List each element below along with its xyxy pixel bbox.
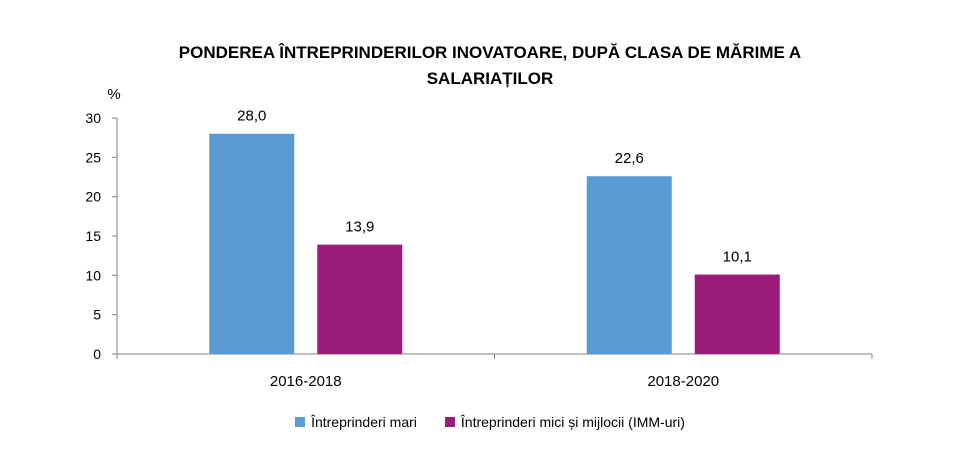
chart-title-line-2: SALARIAȚILOR — [426, 69, 554, 88]
legend: Întreprinderi mari Întreprinderi mici și… — [0, 414, 980, 430]
chart-title-line-1: PONDEREA ÎNTREPRINDERILOR INOVATOARE, DU… — [178, 43, 802, 62]
legend-swatch-sme — [444, 417, 455, 427]
y-tick-label-3: 15 — [85, 228, 101, 244]
bar-1-1 — [694, 274, 780, 354]
bar-0-1 — [317, 244, 403, 354]
legend-label-sme: Întreprinderi mici și mijlocii (IMM-uri) — [460, 414, 685, 430]
y-tick-label-6: 30 — [85, 110, 101, 126]
legend-item-sme: Întreprinderi mici și mijlocii (IMM-uri) — [444, 414, 685, 430]
bar-0-0 — [209, 133, 295, 354]
chart-title: PONDEREA ÎNTREPRINDERILOR INOVATOARE, DU… — [0, 40, 980, 92]
x-tick-label-1: 2018-2020 — [647, 373, 719, 390]
x-tick-label-0: 2016-2018 — [270, 373, 342, 390]
y-tick-label-1: 5 — [93, 307, 101, 323]
y-tick-label-5: 25 — [85, 149, 101, 165]
data-label-1-1: 10,1 — [723, 249, 752, 266]
data-label-0-1: 13,9 — [345, 219, 374, 236]
y-tick-label-2: 10 — [85, 267, 101, 283]
y-axis-label: % — [107, 86, 120, 103]
data-label-0-0: 28,0 — [237, 108, 266, 125]
data-label-1-0: 22,6 — [615, 150, 644, 167]
bar-1-0 — [586, 176, 672, 354]
y-tick-label-0: 0 — [93, 346, 101, 362]
legend-swatch-large — [295, 417, 306, 427]
legend-item-large: Întreprinderi mari — [295, 414, 417, 430]
y-tick-label-4: 20 — [85, 189, 101, 205]
legend-label-large: Întreprinderi mari — [311, 414, 417, 430]
